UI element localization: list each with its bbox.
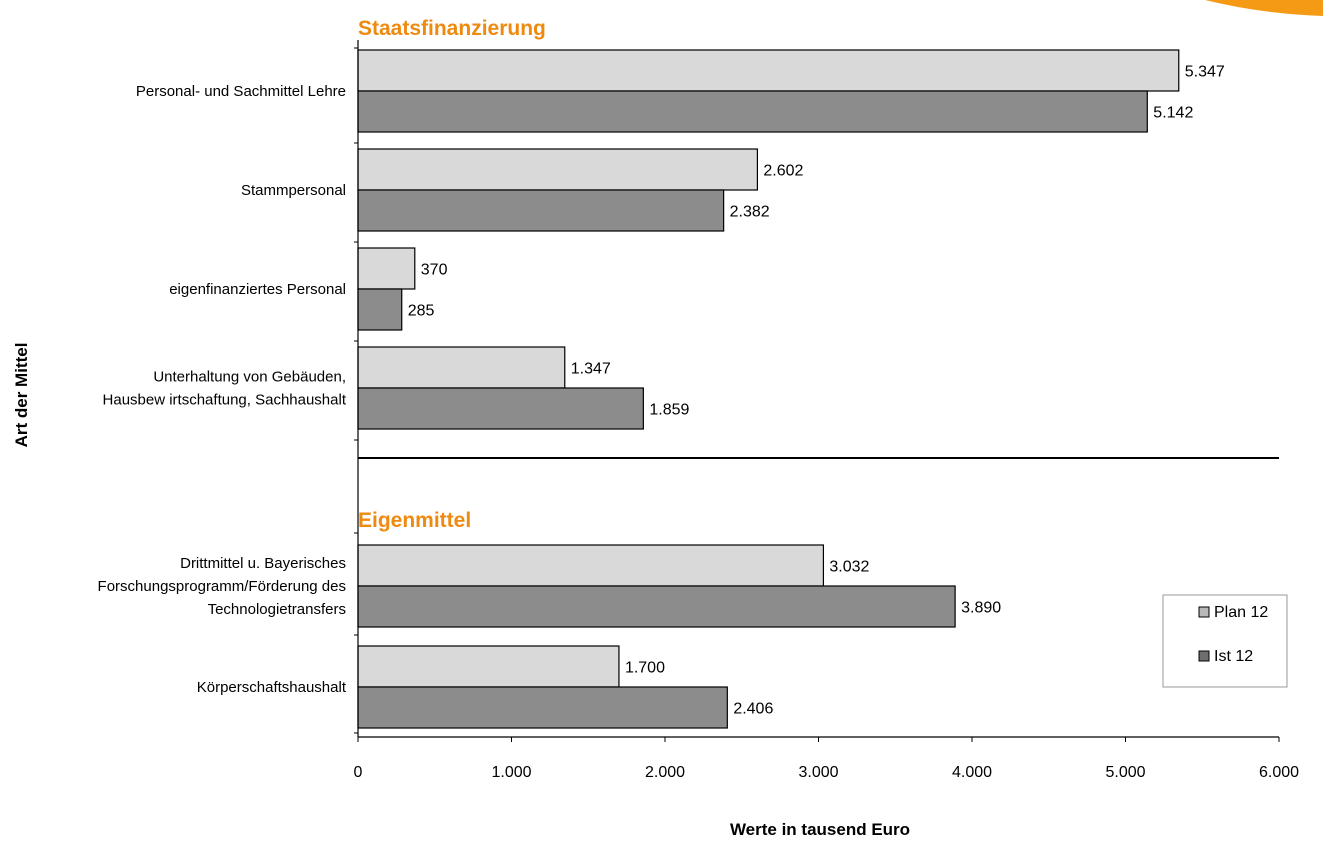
value-label-1-0-0: 3.032 xyxy=(829,559,869,576)
bar-0-3-0 xyxy=(357,346,566,389)
x-tick-label-3: 3.000 xyxy=(798,764,838,781)
group-title-0: Staatsfinanzierung xyxy=(358,17,546,40)
value-label-0-1-1: 2.382 xyxy=(730,204,770,221)
bar-0-1-1 xyxy=(357,189,725,232)
category-label-0-3: Unterhaltung von Gebäuden, xyxy=(153,369,346,386)
category-label-0-3: Hausbew irtschaftung, Sachhaushalt xyxy=(103,392,347,409)
legend-box xyxy=(1162,594,1288,688)
y-axis-title: Art der Mittel xyxy=(12,343,31,448)
value-label-0-3-0: 1.347 xyxy=(571,361,611,378)
value-label-0-2-0: 370 xyxy=(421,262,448,279)
value-label-0-1-0: 2.602 xyxy=(763,163,803,180)
x-tick-label-2: 2.000 xyxy=(645,764,685,781)
value-label-1-1-0: 1.700 xyxy=(625,660,665,677)
legend-label-1: Ist 12 xyxy=(1214,648,1253,665)
value-label-1-1-1: 2.406 xyxy=(733,701,773,718)
bar-0-2-1 xyxy=(357,288,403,331)
value-label-0-0-0: 5.347 xyxy=(1185,64,1225,81)
corner-swoosh-decoration xyxy=(1205,0,1323,16)
bar-1-0-0 xyxy=(357,544,825,587)
value-label-0-0-1: 5.142 xyxy=(1153,105,1193,122)
category-label-1-0: Technologietransfers xyxy=(208,601,346,618)
legend-swatch-0 xyxy=(1198,606,1210,618)
bar-1-1-0 xyxy=(357,645,620,688)
bar-1-0-1 xyxy=(357,585,956,628)
category-label-0-2: eigenfinanziertes Personal xyxy=(169,281,346,298)
x-axis-title: Werte in tausend Euro xyxy=(730,820,910,839)
category-label-1-0: Drittmittel u. Bayerisches xyxy=(180,555,346,572)
bar-0-2-0 xyxy=(357,247,416,290)
x-tick-label-5: 5.000 xyxy=(1105,764,1145,781)
category-label-1-0: Forschungsprogramm/Förderung des xyxy=(98,578,346,595)
category-label-0-1: Stammpersonal xyxy=(241,182,346,199)
x-tick-label-1: 1.000 xyxy=(491,764,531,781)
x-tick-label-6: 6.000 xyxy=(1259,764,1299,781)
group-title-1: Eigenmittel xyxy=(358,509,471,532)
value-label-0-3-1: 1.859 xyxy=(649,402,689,419)
x-tick-label-0: 0 xyxy=(354,764,363,781)
value-label-0-2-1: 285 xyxy=(408,303,435,320)
bar-1-1-1 xyxy=(357,686,728,729)
legend: Plan 12 Ist 12 xyxy=(1162,594,1288,688)
bar-0-3-1 xyxy=(357,387,644,430)
legend-label-0: Plan 12 xyxy=(1214,604,1268,621)
category-label-1-1: Körperschaftshaushalt xyxy=(197,679,347,696)
value-label-1-0-1: 3.890 xyxy=(961,600,1001,617)
category-label-0-0: Personal- und Sachmittel Lehre xyxy=(136,83,346,100)
x-tick-label-4: 4.000 xyxy=(952,764,992,781)
bar-0-0-0 xyxy=(357,49,1180,92)
legend-swatch-1 xyxy=(1198,650,1210,662)
bar-0-1-0 xyxy=(357,148,759,191)
bar-0-0-1 xyxy=(357,90,1148,133)
